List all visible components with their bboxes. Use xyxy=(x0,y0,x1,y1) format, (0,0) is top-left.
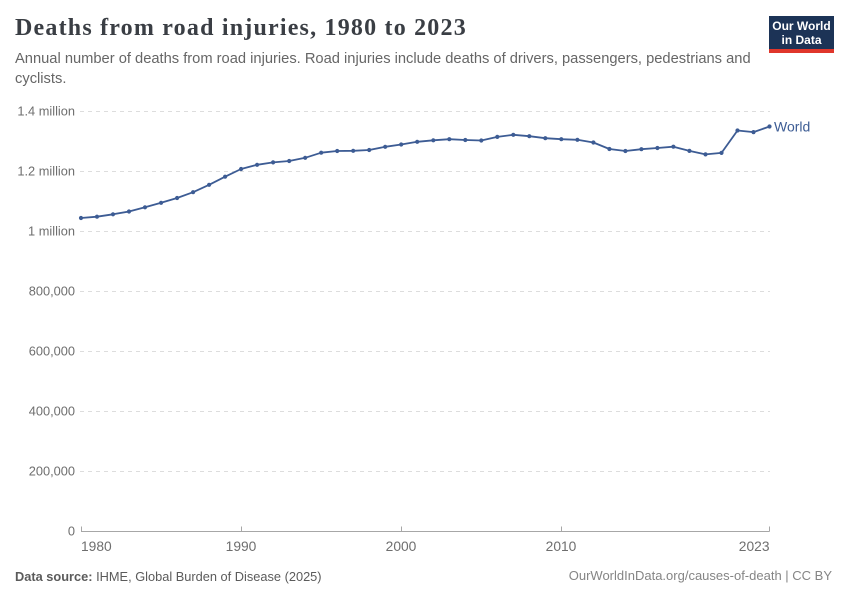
svg-text:400,000: 400,000 xyxy=(29,404,75,419)
svg-text:1 million: 1 million xyxy=(28,224,75,239)
svg-text:800,000: 800,000 xyxy=(29,284,75,299)
svg-text:World: World xyxy=(774,119,810,135)
svg-text:2023: 2023 xyxy=(739,539,770,554)
svg-text:1980: 1980 xyxy=(81,539,112,554)
svg-text:1.2 million: 1.2 million xyxy=(17,164,75,179)
svg-text:1.4 million: 1.4 million xyxy=(17,104,75,119)
svg-text:2000: 2000 xyxy=(386,539,417,554)
svg-text:1990: 1990 xyxy=(226,539,257,554)
svg-text:200,000: 200,000 xyxy=(29,464,75,479)
svg-text:2010: 2010 xyxy=(546,539,577,554)
svg-text:0: 0 xyxy=(68,524,75,539)
svg-text:600,000: 600,000 xyxy=(29,344,75,359)
